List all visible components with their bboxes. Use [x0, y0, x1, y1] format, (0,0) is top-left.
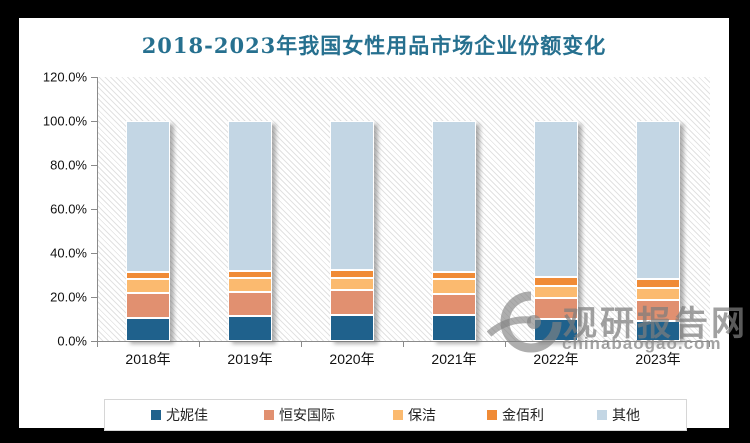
- bar-segment-尤妮佳: [330, 314, 374, 341]
- bar-segment-其他: [330, 121, 374, 270]
- bar-segment-其他: [432, 121, 476, 272]
- stacked-bar-2022年: [534, 121, 578, 341]
- x-tick-mark: [504, 341, 506, 347]
- y-tick-label: 100.0%: [42, 113, 87, 129]
- x-category-label: 2019年: [227, 351, 273, 367]
- bar-segment-尤妮佳: [228, 315, 272, 341]
- y-tick-mark: [91, 296, 97, 298]
- y-tick-label: 20.0%: [50, 289, 87, 305]
- bar-segment-金佰利: [228, 270, 272, 279]
- bar-segment-保洁: [534, 286, 578, 299]
- y-tick-label: 40.0%: [50, 245, 87, 261]
- bar-segment-保洁: [228, 278, 272, 292]
- legend-swatch-icon: [487, 410, 497, 420]
- legend-swatch-icon: [264, 410, 274, 420]
- stacked-bar-2018年: [126, 121, 170, 341]
- legend-swatch-icon: [597, 410, 607, 420]
- x-tick-mark: [198, 341, 200, 347]
- legend-label: 其他: [612, 407, 640, 423]
- y-tick-label: 120.0%: [42, 69, 87, 85]
- bar-segment-保洁: [126, 279, 170, 293]
- bar-segment-金佰利: [432, 271, 476, 280]
- legend-label: 尤妮佳: [166, 407, 208, 423]
- bar-segment-恒安国际: [330, 290, 374, 315]
- y-tick-mark: [91, 208, 97, 210]
- legend-item-尤妮佳: 尤妮佳: [151, 400, 208, 430]
- legend-label: 恒安国际: [279, 407, 335, 423]
- x-tick-mark: [606, 341, 608, 347]
- legend-item-恒安国际: 恒安国际: [264, 400, 335, 430]
- bar-segment-其他: [228, 121, 272, 271]
- bar-segment-尤妮佳: [534, 319, 578, 341]
- plot-area: [97, 77, 710, 342]
- y-tick-mark: [91, 340, 97, 342]
- y-tick-mark: [91, 76, 97, 78]
- legend-label: 金佰利: [502, 407, 544, 423]
- x-tick-mark: [96, 341, 98, 347]
- bar-segment-其他: [636, 121, 680, 280]
- y-tick-label: 0.0%: [57, 333, 87, 349]
- x-tick-mark: [300, 341, 302, 347]
- x-category-label: 2020年: [329, 351, 375, 367]
- bar-segment-恒安国际: [534, 298, 578, 319]
- bar-segment-恒安国际: [126, 292, 170, 318]
- x-category-label: 2021年: [431, 351, 477, 367]
- bar-segment-保洁: [636, 288, 680, 301]
- x-category-label: 2018年: [125, 351, 171, 367]
- bar-segment-尤妮佳: [636, 321, 680, 341]
- legend-box: 尤妮佳 恒安国际 保洁 金佰利 其他: [104, 399, 687, 431]
- bar-segment-金佰利: [534, 277, 578, 287]
- stacked-bar-2023年: [636, 121, 680, 341]
- bar-segment-尤妮佳: [126, 317, 170, 341]
- bar-segment-金佰利: [126, 271, 170, 280]
- bar-segment-其他: [126, 121, 170, 272]
- bar-segment-其他: [534, 121, 578, 278]
- y-tick-mark: [91, 120, 97, 122]
- stacked-bar-2019年: [228, 121, 272, 341]
- y-tick-label: 60.0%: [50, 201, 87, 217]
- bar-segment-保洁: [330, 278, 374, 291]
- x-tick-mark: [402, 341, 404, 347]
- bar-segment-恒安国际: [636, 300, 680, 322]
- legend-item-保洁: 保洁: [393, 400, 436, 430]
- stacked-bar-2020年: [330, 121, 374, 341]
- bar-segment-恒安国际: [432, 293, 476, 315]
- bar-segment-金佰利: [636, 279, 680, 289]
- legend-swatch-icon: [151, 410, 161, 420]
- chart-title: 2018-2023年我国女性用品市场企业份额变化: [141, 33, 607, 58]
- legend-swatch-icon: [393, 410, 403, 420]
- y-tick-mark: [91, 164, 97, 166]
- stacked-bar-2021年: [432, 121, 476, 341]
- legend-item-其他: 其他: [597, 400, 640, 430]
- x-tick-mark: [708, 341, 710, 347]
- bar-segment-恒安国际: [228, 291, 272, 316]
- bar-segment-尤妮佳: [432, 314, 476, 341]
- bar-segment-保洁: [432, 279, 476, 294]
- bar-segment-金佰利: [330, 269, 374, 279]
- x-category-label: 2023年: [635, 351, 681, 367]
- legend-label: 保洁: [408, 407, 436, 423]
- x-category-label: 2022年: [533, 351, 579, 367]
- y-tick-mark: [91, 252, 97, 254]
- legend-item-金佰利: 金佰利: [487, 400, 544, 430]
- y-tick-label: 80.0%: [50, 157, 87, 173]
- chart-page: 2018-2023年我国女性用品市场企业份额变化 0.0% 20.0% 40.0% 6…: [19, 18, 745, 431]
